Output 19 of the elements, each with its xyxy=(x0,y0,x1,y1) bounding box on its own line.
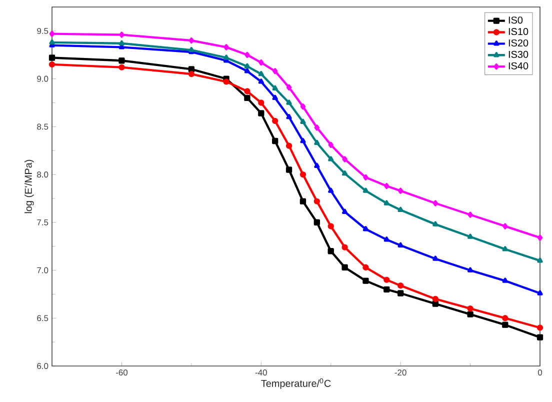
y-tick-label: 6.0 xyxy=(37,363,48,369)
y-tick-label: 6.5 xyxy=(37,315,48,322)
y-axis-title: log (E'/MPa) xyxy=(24,160,34,214)
legend-label: IS30 xyxy=(508,50,528,58)
y-tick-label: 9.0 xyxy=(37,76,48,82)
x-tick-label: 0 xyxy=(538,370,542,376)
x-tick-label: -20 xyxy=(394,370,406,376)
y-tick-label: 7.5 xyxy=(37,219,48,226)
x-tick-label: -40 xyxy=(255,370,267,376)
legend-label: IS40 xyxy=(508,62,528,70)
legend-label: IS20 xyxy=(508,39,528,46)
legend-label: IS0 xyxy=(508,16,523,24)
x-tick-label: -60 xyxy=(116,370,128,376)
y-tick-label: 7.0 xyxy=(37,267,48,274)
x-axis-title: Temperature/$^{0}$C xyxy=(261,378,331,389)
y-tick-label: 8.5 xyxy=(37,124,48,130)
y-tick-label: 9.5 xyxy=(37,28,48,34)
legend-label: IS10 xyxy=(508,28,528,36)
y-tick-label: 8.0 xyxy=(37,172,48,178)
